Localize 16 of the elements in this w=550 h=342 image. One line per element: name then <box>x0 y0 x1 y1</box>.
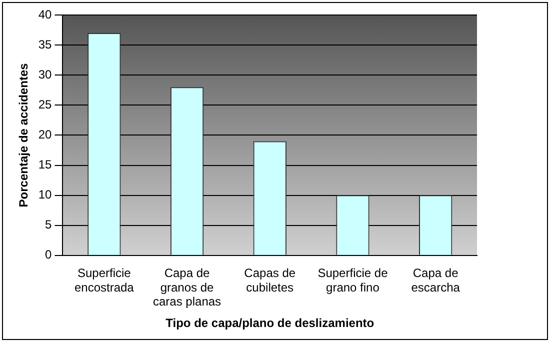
y-tick-label: 35 <box>38 37 52 52</box>
y-tick-label: 20 <box>38 128 52 142</box>
x-axis-title: Tipo de capa/plano de deslizamiento <box>166 316 374 330</box>
y-tick-label: 40 <box>38 7 52 22</box>
y-tick-label: 10 <box>38 188 52 202</box>
x-tick-label: Capas de cubiletes <box>244 266 296 294</box>
y-axis-title: Porcentaje de accidentes <box>16 62 31 208</box>
y-tick-label: 25 <box>38 97 52 112</box>
x-tick-label: Superficie de grano fino <box>318 266 388 294</box>
x-tick-label: Superficie encostrada <box>74 266 134 294</box>
y-tick-label: 5 <box>45 218 52 232</box>
y-tick-label: 0 <box>45 248 52 262</box>
x-tick-label: Capa de escarcha <box>411 266 460 294</box>
y-tick-label: 15 <box>38 158 52 172</box>
y-tick-label: 30 <box>38 67 52 82</box>
x-tick-label: Capa de granos de caras planas <box>153 266 222 309</box>
